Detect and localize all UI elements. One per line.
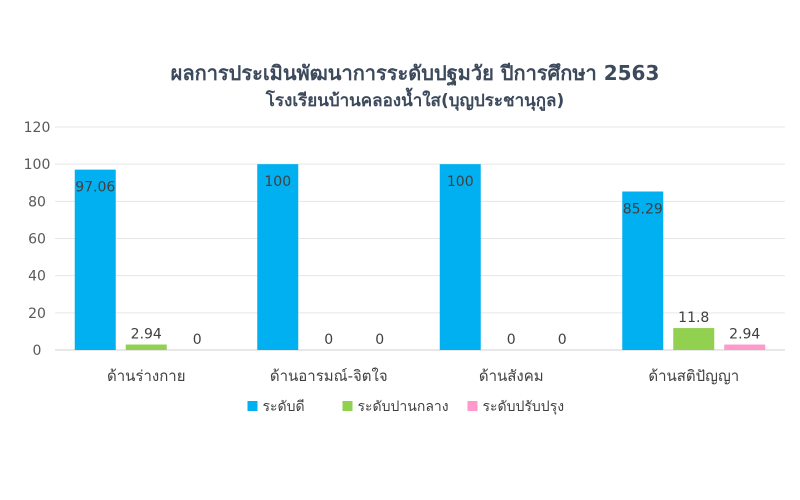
y-tick-label: 40 — [28, 269, 46, 285]
data-label: 0 — [507, 332, 516, 348]
data-label: 0 — [558, 332, 567, 348]
bar — [74, 169, 116, 350]
legend-label: ระดับปรับปรุง — [483, 399, 565, 415]
y-tick-label: 100 — [24, 157, 51, 173]
data-label: 100 — [264, 174, 291, 190]
y-tick-label: 80 — [28, 194, 46, 210]
data-label: 0 — [324, 332, 333, 348]
x-axis: ด้านร่างกาย ด้านอารมณ์-จิตใจ ด้านสังคม ด้าน… — [107, 367, 739, 385]
y-tick-label: 60 — [28, 232, 46, 248]
y-tick-label: 20 — [28, 306, 46, 322]
legend-swatch — [247, 401, 258, 411]
bar — [439, 164, 481, 350]
legend: ระดับดี ระดับปานกลาง ระดับปรับปรุง — [247, 399, 565, 415]
bar — [673, 328, 715, 350]
data-label: 0 — [375, 332, 384, 348]
chart-subtitle: โรงเรียนบ้านคลองน้ำใส(บุญประชานุกูล) — [265, 87, 564, 112]
data-label: 100 — [447, 174, 474, 190]
y-tick-label: 120 — [24, 120, 51, 136]
bar — [257, 164, 299, 350]
data-label: 2.94 — [131, 327, 162, 343]
legend-swatch — [467, 401, 478, 411]
chart-title: ผลการประเมินพัฒนาการระดับปฐมวัย ปีการศึก… — [171, 61, 660, 87]
category-label: ด้านสังคม — [479, 367, 544, 385]
data-label: 2.94 — [729, 327, 760, 343]
bar — [622, 191, 664, 350]
bars — [74, 164, 766, 350]
bar — [724, 344, 766, 350]
legend-label: ระดับปานกลาง — [358, 399, 449, 415]
legend-swatch — [342, 401, 353, 411]
category-label: ด้านอารมณ์-จิตใจ — [270, 367, 388, 385]
category-label: ด้านร่างกาย — [107, 367, 186, 385]
data-labels: 97.06 2.94 0 100 0 0 100 0 0 85.29 11.8 2.94 — [75, 174, 760, 348]
data-label: 97.06 — [75, 180, 115, 196]
data-label: 0 — [193, 332, 202, 348]
gridlines — [55, 126, 785, 351]
bar — [125, 344, 167, 350]
data-label: 85.29 — [623, 202, 663, 218]
y-axis: 0 20 40 60 80 100 120 — [24, 120, 51, 359]
legend-label: ระดับดี — [263, 399, 305, 415]
y-tick-label: 0 — [33, 343, 42, 359]
data-label: 11.8 — [678, 310, 709, 326]
category-label: ด้านสติปัญญา — [648, 367, 739, 385]
